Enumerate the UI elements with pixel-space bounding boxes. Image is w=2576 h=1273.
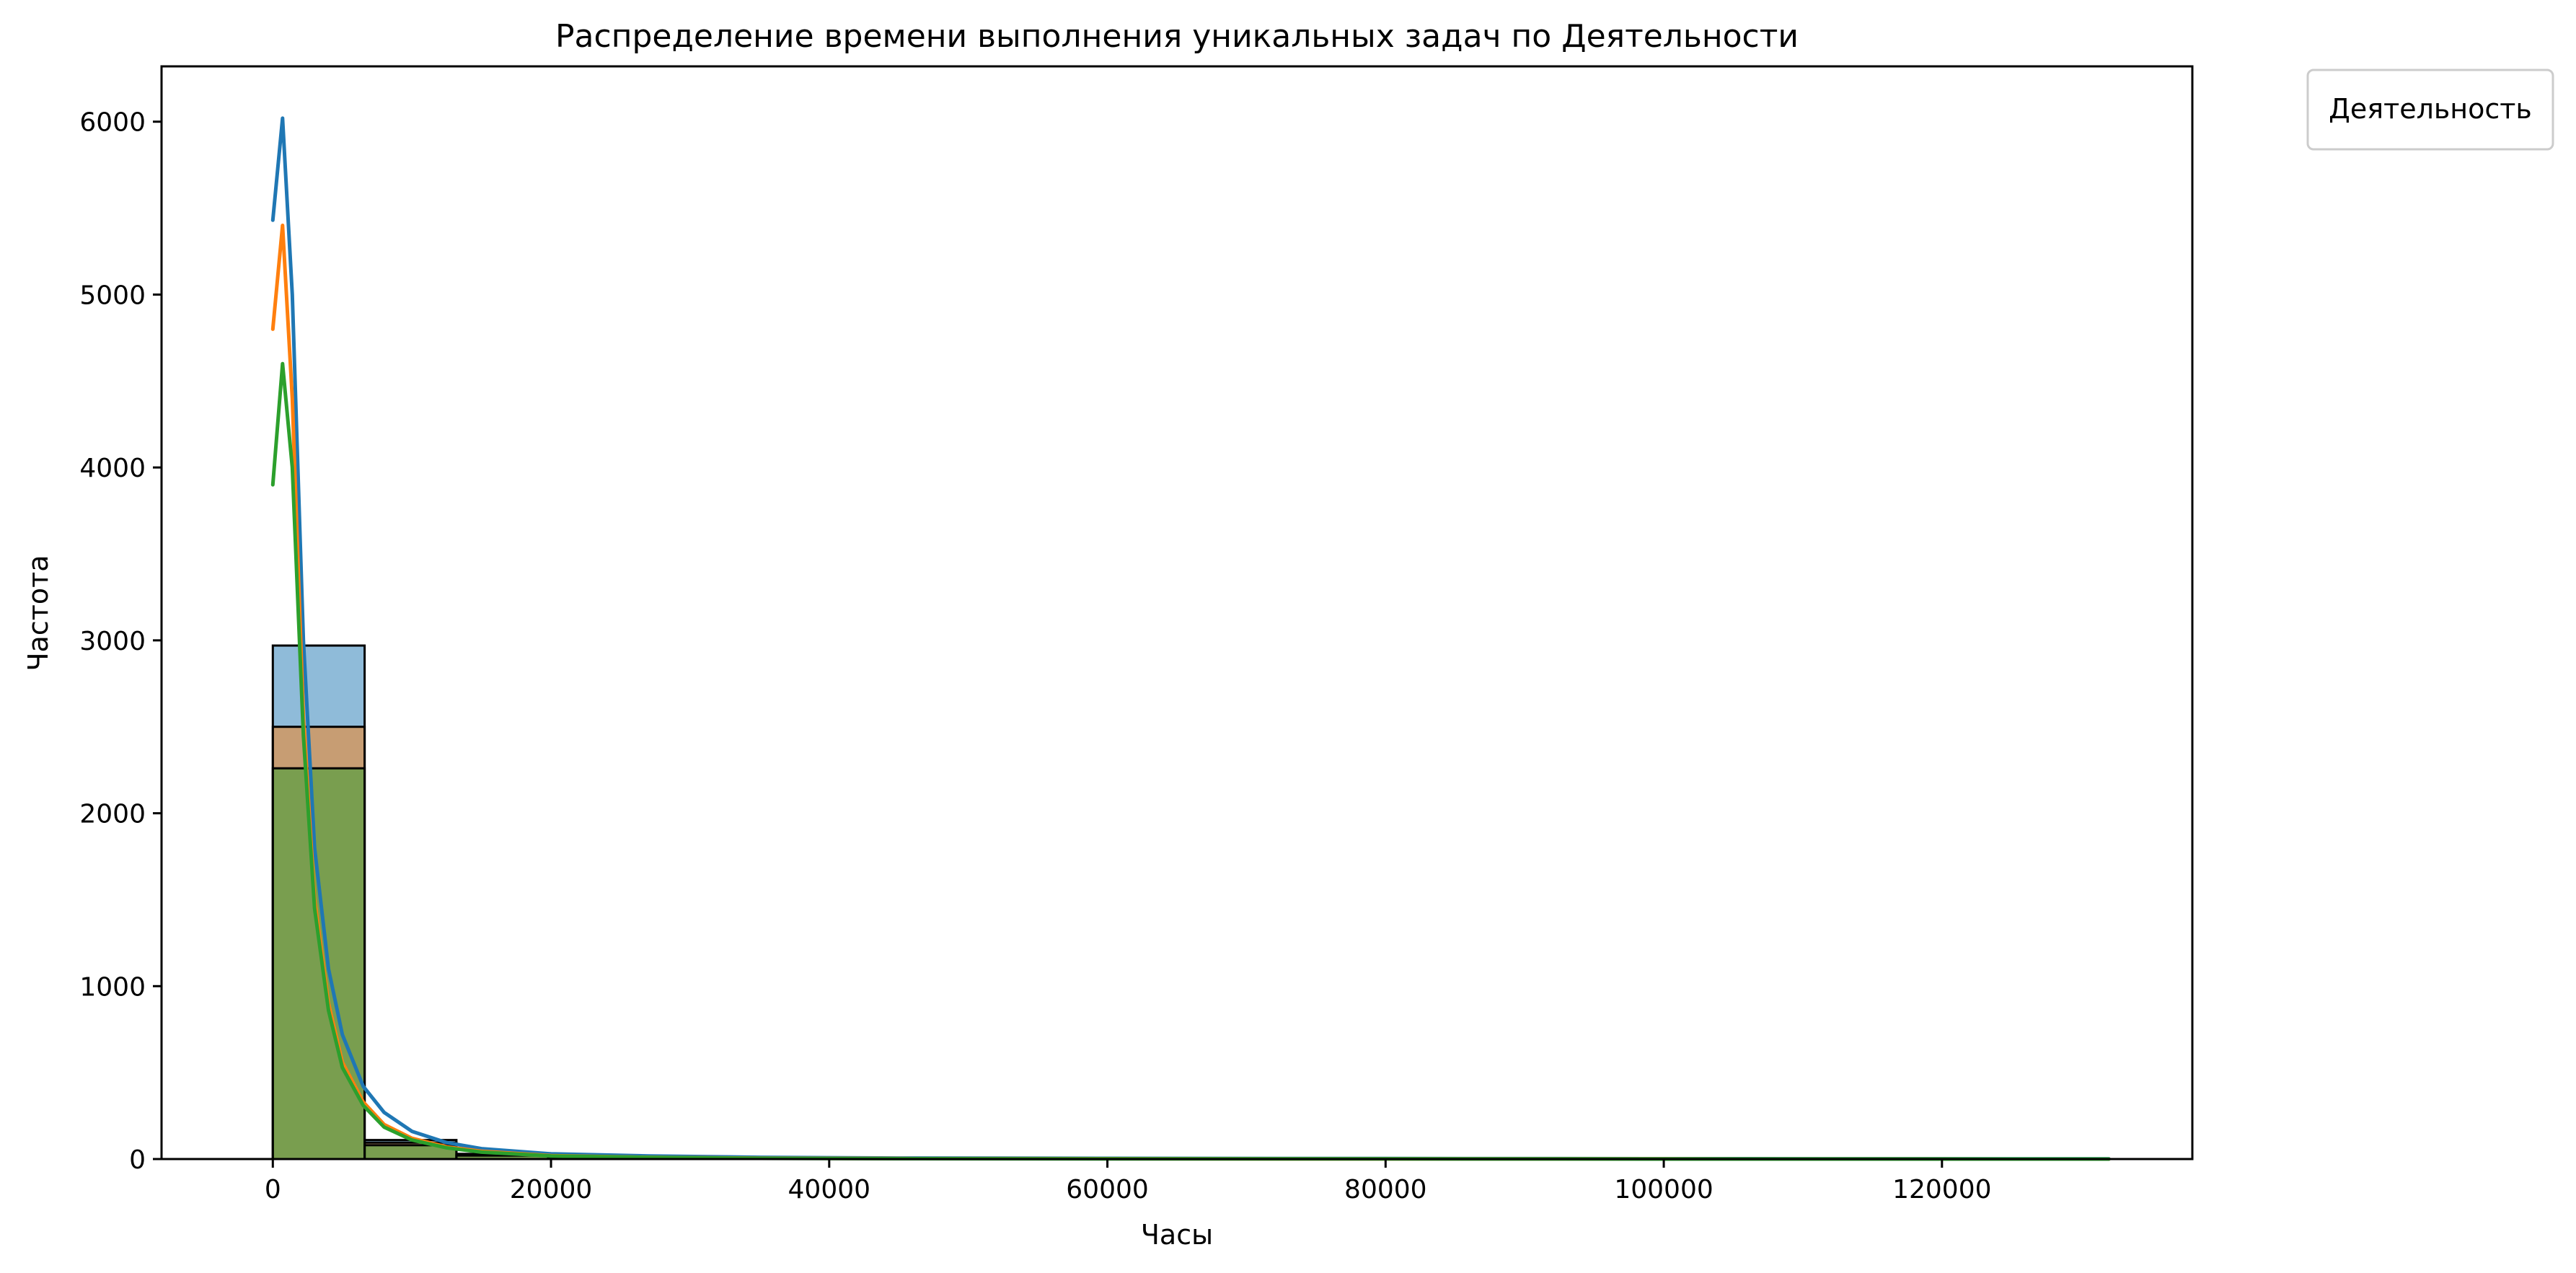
kde-line-series-1: [270, 116, 2111, 1161]
y-tick-label: 4000: [79, 454, 146, 483]
plot-area-frame: [160, 65, 2194, 1160]
legend-box: [2306, 69, 2554, 151]
y-tick-label: 1000: [79, 972, 146, 1002]
x-tick-label: 40000: [788, 1175, 871, 1204]
bar-series-3-bin-1: [271, 767, 366, 1160]
y-axis-label: Частота: [22, 555, 54, 671]
kde-curves: [270, 116, 2111, 1161]
x-axis-label: Часы: [1141, 1219, 1213, 1251]
x-tick-label: 100000: [1614, 1175, 1713, 1204]
y-axis-ticks: 0 1000 2000 3000 4000 5000 6000: [79, 108, 162, 1175]
x-tick-label: 60000: [1066, 1175, 1149, 1204]
x-tick-label: 120000: [1892, 1175, 1991, 1204]
x-axis-ticks: 0 20000 40000 60000 80000 100000 120000: [265, 1159, 1992, 1204]
y-tick-label: 2000: [79, 800, 146, 829]
kde-line-series-2: [270, 224, 2111, 1161]
y-tick-label: 5000: [79, 281, 146, 310]
y-tick-label: 6000: [79, 108, 146, 138]
chart-title: Распределение времени выполнения уникаль…: [555, 18, 1799, 55]
x-tick-label: 0: [265, 1175, 281, 1204]
x-tick-label: 20000: [510, 1175, 593, 1204]
y-tick-label: 3000: [79, 627, 146, 656]
legend-title: Деятельность: [2329, 93, 2532, 125]
y-tick-label: 0: [129, 1145, 146, 1175]
kde-line-series-3: [270, 361, 2111, 1161]
histogram-bars: [271, 644, 2110, 1160]
legend: Деятельность: [2306, 69, 2554, 151]
x-tick-label: 80000: [1344, 1175, 1427, 1204]
